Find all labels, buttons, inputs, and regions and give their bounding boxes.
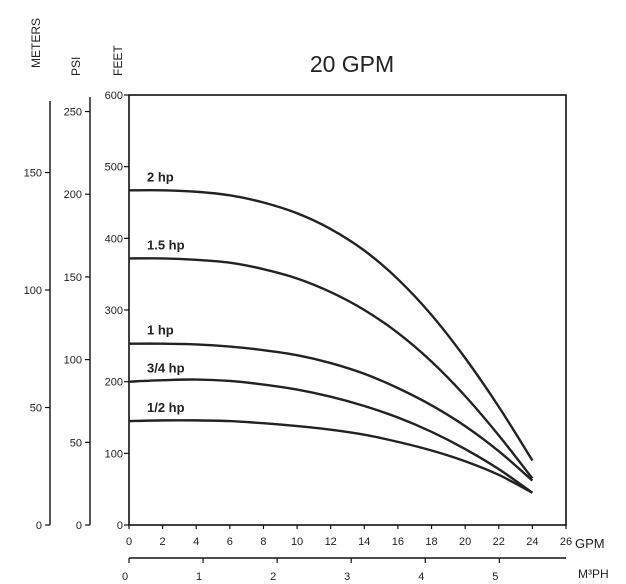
m3ph-tick-label: 2 <box>270 571 276 583</box>
curve-label: 1 hp <box>147 323 174 338</box>
curve-line <box>128 257 534 480</box>
m3ph-axis-label: M³PH <box>578 567 609 581</box>
gpm-tick-label: 18 <box>425 536 437 548</box>
feet-tick-label: 100 <box>105 448 123 460</box>
psi-tick-label: 0 <box>76 520 82 532</box>
curve-line <box>128 189 534 462</box>
m3ph-tick-label: 3 <box>344 571 350 583</box>
feet-tick-label: 300 <box>105 305 123 317</box>
curve-line <box>128 378 534 494</box>
gpm-tick-label: 4 <box>193 536 199 548</box>
gpm-tick-label: 24 <box>526 536 538 548</box>
axis-ticks: 0100200300400500600050100150200250050100… <box>24 90 572 583</box>
curve-label: 3/4 hp <box>147 361 185 376</box>
gpm-tick-label: 0 <box>126 536 132 548</box>
curve-line <box>128 419 533 494</box>
gpm-tick-label: 26 <box>560 536 572 548</box>
m3ph-tick-label: 4 <box>418 571 424 583</box>
meters-tick-label: 0 <box>36 520 42 532</box>
meters-tick-label: 150 <box>24 168 42 180</box>
feet-tick-label: 600 <box>105 90 123 102</box>
gpm-axis-label: GPM <box>575 536 605 551</box>
curve-label: 1.5 hp <box>147 237 185 252</box>
gpm-tick-label: 2 <box>160 536 166 548</box>
psi-tick-label: 150 <box>64 272 82 284</box>
feet-tick-label: 0 <box>117 520 123 532</box>
meters-tick-label: 100 <box>24 285 42 297</box>
gpm-tick-label: 6 <box>227 536 233 548</box>
chart-title: 20 GPM <box>310 51 394 77</box>
plot-frame <box>128 94 567 526</box>
feet-axis-label: FEET <box>111 45 125 76</box>
psi-tick-label: 100 <box>64 355 82 367</box>
meters-tick-label: 50 <box>30 403 42 415</box>
curve-line <box>128 342 534 482</box>
gpm-tick-label: 10 <box>291 536 303 548</box>
psi-tick-label: 250 <box>64 107 82 119</box>
psi-tick-label: 50 <box>70 437 82 449</box>
gpm-tick-label: 20 <box>459 536 471 548</box>
m3ph-tick-label: 1 <box>196 571 202 583</box>
curve-label: 1/2 hp <box>147 400 185 415</box>
m3ph-tick-label: 5 <box>492 571 498 583</box>
curves-layer: 2 hp 1.5 hp 1 hp 3/4 hp 1/2 hp <box>128 169 534 494</box>
gpm-tick-label: 22 <box>493 536 505 548</box>
feet-tick-label: 400 <box>105 233 123 245</box>
feet-tick-label: 200 <box>105 377 123 389</box>
psi-tick-label: 200 <box>64 189 82 201</box>
psi-axis-label: PSI <box>69 57 83 76</box>
meters-axis-label: METERS <box>29 18 43 68</box>
gpm-tick-label: 14 <box>358 536 370 548</box>
gpm-tick-label: 16 <box>392 536 404 548</box>
m3ph-tick-label: 0 <box>122 571 128 583</box>
feet-tick-label: 500 <box>105 162 123 174</box>
gpm-tick-label: 12 <box>325 536 337 548</box>
gpm-tick-label: 8 <box>260 536 266 548</box>
curve-label: 2 hp <box>147 169 174 184</box>
